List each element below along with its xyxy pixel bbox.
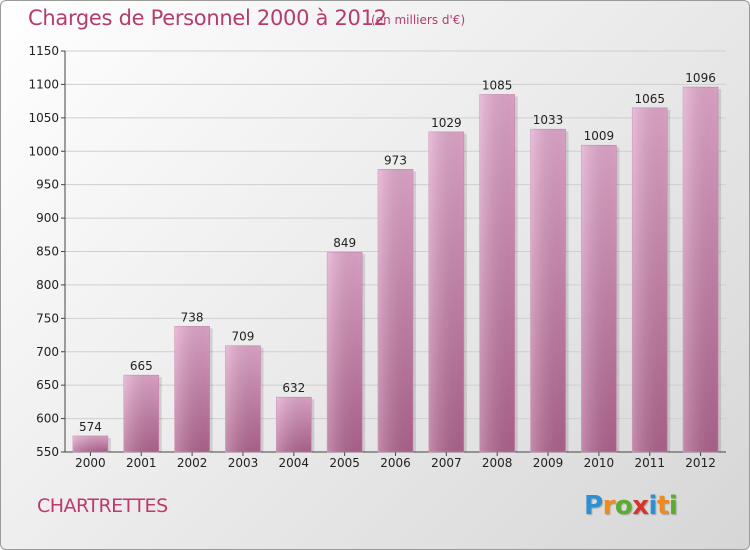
logo-letter: P <box>584 491 603 521</box>
logo-letter: i <box>648 491 658 521</box>
y-tick-label: 850 <box>36 245 59 259</box>
chart-title: Charges de Personnel 2000 à 2012 <box>28 6 387 30</box>
logo-letter: o <box>614 491 633 521</box>
bar-sheen <box>683 87 719 452</box>
logo-letter: r <box>602 491 616 521</box>
y-tick-label: 1100 <box>28 77 59 91</box>
bar-value-label: 1029 <box>431 116 462 130</box>
bar-sheen <box>428 131 464 452</box>
bar-sheen <box>225 345 261 452</box>
x-tick-label: 2002 <box>177 456 208 470</box>
bar-value-label: 632 <box>282 381 305 395</box>
y-tick-label: 550 <box>36 445 59 459</box>
bar-sheen <box>276 397 312 452</box>
x-tick-label: 2006 <box>380 456 411 470</box>
y-tick-label: 650 <box>36 378 59 392</box>
x-tick-label: 2007 <box>431 456 462 470</box>
bar-sheen <box>123 375 159 452</box>
logo-letter: i <box>668 491 678 521</box>
bar-value-label: 1009 <box>584 129 615 143</box>
bar-value-label: 1096 <box>685 71 716 85</box>
bar-sheen <box>632 107 668 452</box>
bar-sheen <box>479 94 515 453</box>
bar-value-label: 738 <box>181 310 204 324</box>
x-tick-label: 2003 <box>228 456 259 470</box>
bar-sheen <box>72 435 108 452</box>
bar-sheen <box>174 326 210 452</box>
y-tick-label: 800 <box>36 278 59 292</box>
bar-sheen <box>530 129 566 452</box>
y-tick-label: 950 <box>36 178 59 192</box>
y-tick-label: 600 <box>36 412 59 426</box>
x-tick-label: 2005 <box>329 456 360 470</box>
bar-value-label: 973 <box>384 153 407 167</box>
x-tick-label: 2000 <box>75 456 106 470</box>
y-tick-label: 900 <box>36 211 59 225</box>
bar-value-label: 1085 <box>482 78 513 92</box>
x-tick-label: 2010 <box>584 456 615 470</box>
x-tick-label: 2012 <box>685 456 716 470</box>
y-tick-label: 1050 <box>28 111 59 125</box>
x-tick-label: 2011 <box>634 456 665 470</box>
x-tick-label: 2008 <box>482 456 513 470</box>
bar-value-label: 849 <box>333 236 356 250</box>
bar-sheen <box>581 145 617 453</box>
bar-value-label: 1033 <box>533 113 564 127</box>
bar-value-label: 665 <box>130 359 153 373</box>
bar-value-label: 574 <box>79 420 102 434</box>
commune-name: CHARTRETTES <box>37 495 168 517</box>
bar-value-label: 1065 <box>634 92 665 106</box>
x-tick-label: 2009 <box>533 456 564 470</box>
y-tick-label: 1000 <box>28 144 59 158</box>
logo-letter: x <box>632 491 649 521</box>
bar-sheen <box>327 252 363 452</box>
x-tick-label: 2001 <box>126 456 157 470</box>
y-tick-label: 750 <box>36 311 59 325</box>
bar-value-label: 709 <box>232 330 255 344</box>
bar-sheen <box>378 169 413 453</box>
logo-letter: t <box>656 491 669 521</box>
y-tick-label: 700 <box>36 345 59 359</box>
x-tick-label: 2004 <box>279 456 310 470</box>
chart-subtitle: (en milliers d'€) <box>371 13 466 27</box>
y-tick-label: 1150 <box>28 44 59 58</box>
proxiti-logo: Proxiti <box>584 491 678 521</box>
